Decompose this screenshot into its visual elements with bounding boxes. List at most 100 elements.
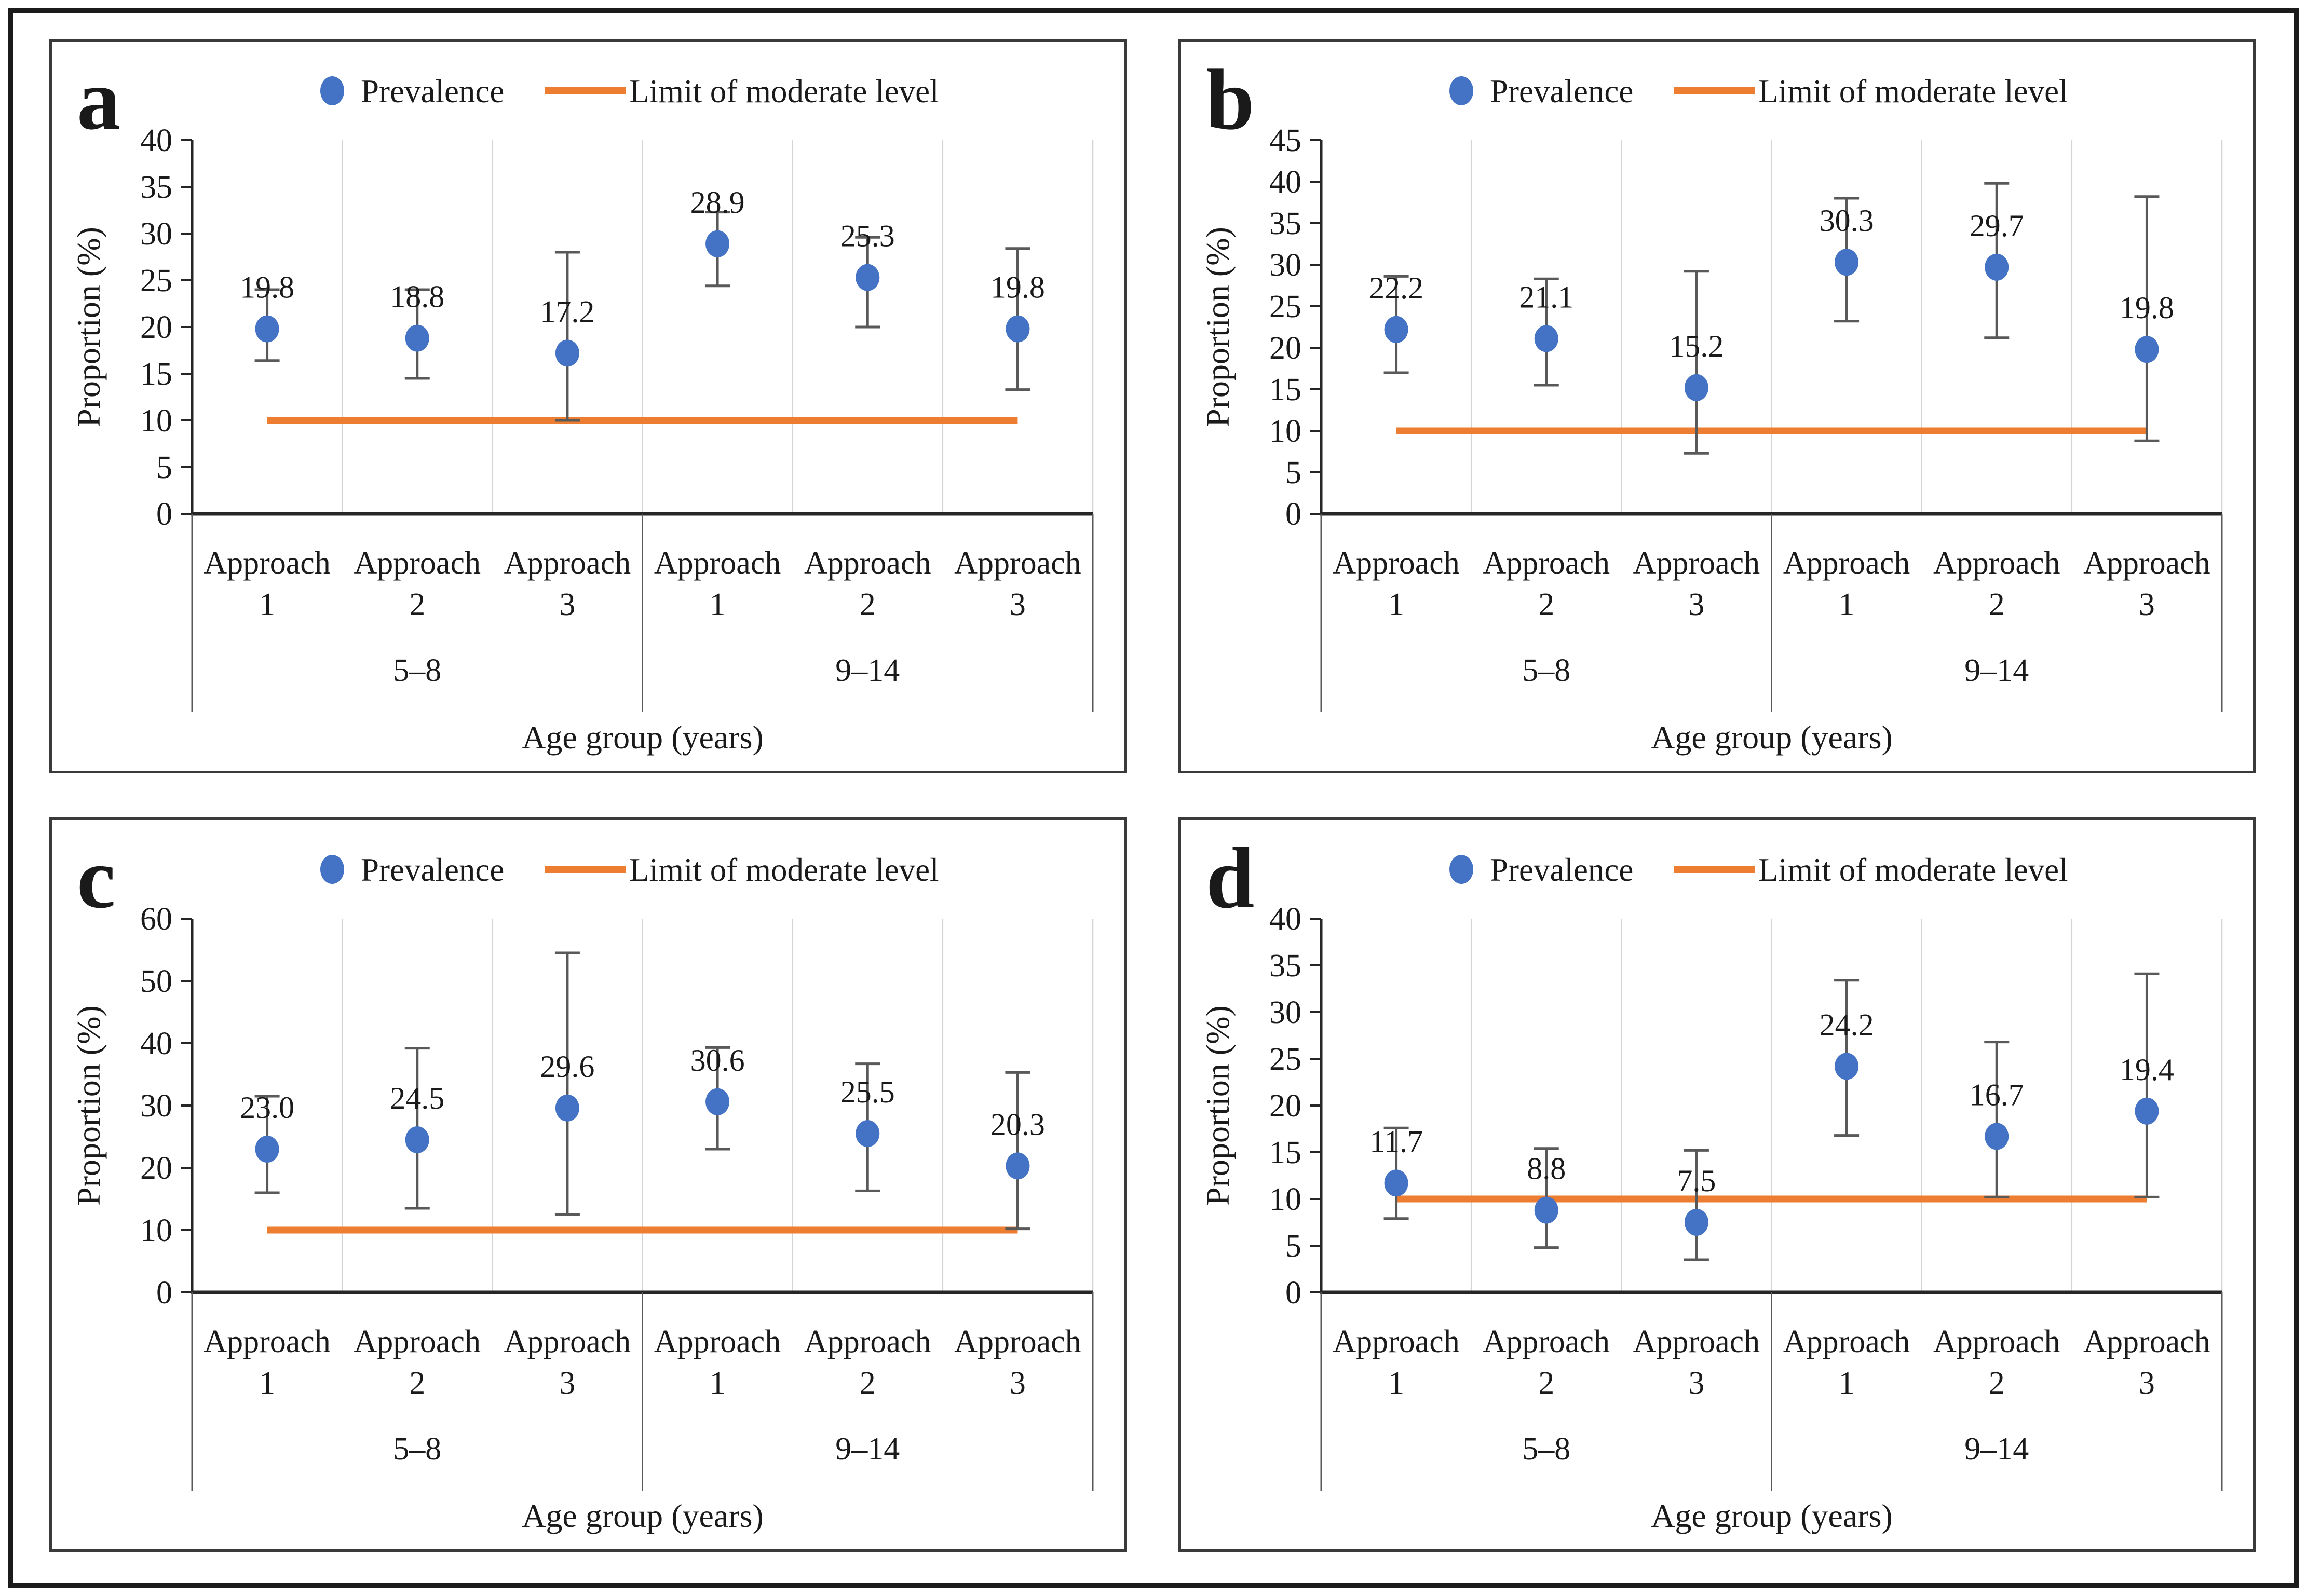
category-label: Approach xyxy=(654,1324,781,1359)
group-label: 9–14 xyxy=(1964,1431,2029,1467)
chart-b: b Prevalence Limit of moderate level Pro… xyxy=(1199,51,2223,756)
legend-marker-icon xyxy=(320,76,344,105)
category-label: Approach xyxy=(954,1324,1081,1359)
category-label: Approach xyxy=(1633,545,1760,581)
category-label: Approach xyxy=(354,1324,481,1359)
y-tick-label: 40 xyxy=(1269,902,1301,937)
y-tick-label: 20 xyxy=(140,310,172,345)
legend-label-limit: Limit of moderate level xyxy=(1758,73,2068,110)
y-axis-title: Proportion (%) xyxy=(1199,227,1236,427)
y-tick-label: 40 xyxy=(140,1026,172,1061)
panel-letter: a xyxy=(77,51,120,148)
category-label-number: 3 xyxy=(1010,587,1026,622)
legend-label-prevalence: Prevalence xyxy=(361,73,504,110)
y-axis-title: Proportion (%) xyxy=(70,1005,107,1206)
category-label: Approach xyxy=(1933,545,2060,581)
category-label: Approach xyxy=(1333,545,1459,581)
panel-letter: c xyxy=(77,830,116,926)
data-label: 7.5 xyxy=(1677,1164,1716,1198)
y-tick-label: 15 xyxy=(1269,372,1301,407)
data-point xyxy=(1684,374,1708,401)
y-tick-label: 10 xyxy=(1269,1182,1301,1217)
category-label: Approach xyxy=(354,545,481,581)
y-tick-label: 40 xyxy=(140,123,172,158)
y-tick-label: 20 xyxy=(1269,1088,1301,1124)
y-tick-label: 5 xyxy=(156,450,172,485)
y-tick-label: 15 xyxy=(1269,1135,1301,1170)
data-label: 24.5 xyxy=(390,1081,444,1115)
y-tick-label: 25 xyxy=(140,263,172,298)
x-axis-title: Age group (years) xyxy=(1651,1497,1893,1534)
y-tick-label: 60 xyxy=(140,902,172,937)
chart-d: d Prevalence Limit of moderate level Pro… xyxy=(1199,830,2223,1534)
data-label: 16.7 xyxy=(1970,1077,2024,1112)
category-label: Approach xyxy=(504,545,631,581)
data-point xyxy=(405,324,429,352)
y-tick-label: 0 xyxy=(156,497,172,532)
x-axis-title: Age group (years) xyxy=(522,1497,764,1534)
data-label: 19.4 xyxy=(2120,1053,2174,1087)
panel-b: b Prevalence Limit of moderate level Pro… xyxy=(1178,39,2256,773)
data-point xyxy=(705,230,730,257)
category-label: Approach xyxy=(804,1324,931,1359)
category-label-number: 1 xyxy=(710,1366,726,1401)
data-point xyxy=(1985,253,2009,281)
category-label: Approach xyxy=(654,545,781,581)
category-label-number: 1 xyxy=(259,587,275,622)
legend-label-prevalence: Prevalence xyxy=(361,852,504,888)
data-point xyxy=(1384,1169,1408,1197)
y-tick-label: 5 xyxy=(1285,1229,1301,1264)
category-label-number: 3 xyxy=(559,1366,575,1401)
category-label: Approach xyxy=(1783,1324,1910,1359)
data-label: 17.2 xyxy=(540,294,594,329)
category-label: Approach xyxy=(1933,1324,2060,1359)
y-tick-label: 35 xyxy=(140,170,172,205)
y-tick-label: 35 xyxy=(1269,206,1301,241)
y-tick-label: 20 xyxy=(140,1151,172,1186)
category-label-number: 1 xyxy=(710,587,726,622)
legend-label-prevalence: Prevalence xyxy=(1490,852,1633,888)
legend-label-limit: Limit of moderate level xyxy=(629,73,939,110)
y-tick-label: 10 xyxy=(140,1213,172,1248)
data-point xyxy=(405,1126,429,1153)
data-point xyxy=(1534,325,1558,352)
y-tick-label: 30 xyxy=(1269,248,1301,283)
y-tick-label: 5 xyxy=(1285,455,1301,490)
category-label: Approach xyxy=(1783,545,1910,581)
x-axis-title: Age group (years) xyxy=(1651,719,1893,756)
panel-letter: d xyxy=(1206,830,1254,926)
legend-label-limit: Limit of moderate level xyxy=(1758,852,2068,888)
data-label: 30.3 xyxy=(1820,203,1874,238)
group-label: 9–14 xyxy=(835,1431,900,1467)
chart-c: c Prevalence Limit of moderate level Pro… xyxy=(70,830,1094,1534)
group-label: 5–8 xyxy=(393,653,441,688)
data-point xyxy=(705,1088,730,1115)
data-label: 11.7 xyxy=(1369,1124,1423,1158)
category-label-number: 3 xyxy=(2139,1366,2155,1401)
category-label: Approach xyxy=(1483,545,1610,581)
category-label-number: 1 xyxy=(259,1366,275,1401)
category-label: Approach xyxy=(804,545,931,581)
y-tick-label: 25 xyxy=(1269,289,1301,324)
panel-grid: a Prevalence Limit of moderate level Pro… xyxy=(49,39,2256,1552)
y-axis-title: Proportion (%) xyxy=(1199,1005,1236,1206)
data-label: 25.3 xyxy=(840,219,895,253)
data-label: 30.6 xyxy=(690,1043,745,1077)
y-tick-label: 45 xyxy=(1269,123,1301,158)
category-label-number: 2 xyxy=(409,587,425,622)
category-label-number: 3 xyxy=(559,587,575,622)
data-label: 24.2 xyxy=(1820,1007,1874,1042)
category-label-number: 2 xyxy=(860,587,876,622)
category-label-number: 3 xyxy=(1688,587,1704,622)
y-tick-label: 40 xyxy=(1269,165,1301,200)
y-tick-label: 50 xyxy=(140,964,172,999)
group-label: 9–14 xyxy=(1964,653,2029,688)
legend-marker-icon xyxy=(320,855,344,884)
data-label: 18.8 xyxy=(390,280,444,314)
y-tick-label: 30 xyxy=(1269,995,1301,1030)
category-label: Approach xyxy=(203,545,330,581)
data-point xyxy=(856,1120,880,1147)
legend-marker-icon xyxy=(1449,855,1473,884)
data-label: 20.3 xyxy=(990,1107,1045,1141)
